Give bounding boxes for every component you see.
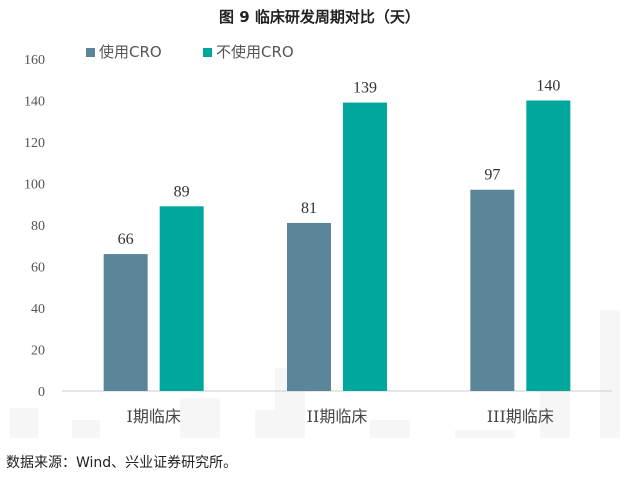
legend-swatch xyxy=(86,48,95,57)
bar xyxy=(526,100,571,391)
legend-label: 不使用CRO xyxy=(216,43,294,61)
y-tick-label: 0 xyxy=(38,385,45,400)
legend-label: 使用CRO xyxy=(99,43,162,61)
y-tick-label: 20 xyxy=(31,344,45,359)
chart-title: 图 9 临床研发周期对比（天） xyxy=(219,8,420,26)
legend: 使用CRO 不使用CRO xyxy=(86,43,294,61)
x-tick-label: II期临床 xyxy=(307,407,368,426)
y-tick-label: 120 xyxy=(24,136,45,151)
bar xyxy=(470,189,515,391)
data-label: 139 xyxy=(353,80,377,97)
data-label: 97 xyxy=(484,167,500,184)
data-label: 140 xyxy=(536,78,560,95)
y-tick-label: 160 xyxy=(24,53,45,68)
bar xyxy=(103,254,148,391)
x-axis: I期临床 II期临床 III期临床 xyxy=(127,407,554,426)
bar xyxy=(287,222,331,391)
bar-chart: 0 20 40 60 80 100 120 140 160 66 89 81 139 97 140 I期临… xyxy=(24,43,612,426)
y-tick-label: 140 xyxy=(24,95,45,110)
data-label: 89 xyxy=(174,183,190,200)
y-tick-label: 60 xyxy=(31,261,45,276)
bar xyxy=(343,102,387,391)
source-note: 数据来源：Wind、兴业证券研究所。 xyxy=(6,455,238,471)
y-tick-label: 80 xyxy=(31,219,45,234)
data-label: 81 xyxy=(301,200,317,217)
x-tick-label: III期临床 xyxy=(487,407,554,426)
legend-swatch xyxy=(203,48,212,57)
y-tick-label: 100 xyxy=(24,178,45,193)
y-tick-label: 40 xyxy=(31,302,45,317)
x-tick-label: I期临床 xyxy=(127,407,181,426)
data-label: 66 xyxy=(118,231,134,248)
y-axis: 0 20 40 60 80 100 120 140 160 xyxy=(24,53,45,400)
bar xyxy=(159,206,204,391)
bar-series: 66 89 81 139 97 140 xyxy=(103,78,571,391)
